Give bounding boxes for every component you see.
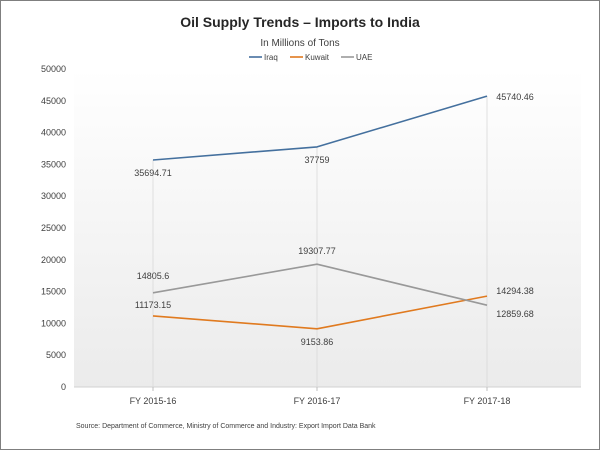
legend-label-iraq: Iraq [264, 53, 278, 62]
x-tick-label: FY 2016-17 [294, 396, 341, 406]
data-label-uae: 12859.68 [496, 309, 534, 319]
data-label-iraq: 35694.71 [134, 168, 172, 178]
x-tick-label: FY 2017-18 [464, 396, 511, 406]
y-tick-label: 5000 [46, 350, 66, 360]
data-label-iraq: 37759 [304, 155, 329, 165]
x-tick-label: FY 2015-16 [130, 396, 177, 406]
y-tick-label: 45000 [41, 96, 66, 106]
x-axis: FY 2015-16 FY 2016-17 FY 2017-18 [74, 96, 581, 406]
legend-label-uae: UAE [356, 53, 372, 62]
data-label-kuwait: 9153.86 [301, 337, 334, 347]
y-tick-label: 30000 [41, 191, 66, 201]
y-tick-label: 0 [61, 382, 66, 392]
y-tick-label: 40000 [41, 128, 66, 138]
chart-subtitle: In Millions of Tons [260, 38, 339, 49]
series-group [152, 95, 488, 330]
y-axis: 0 5000 10000 15000 20000 25000 30000 35000 40000… [41, 64, 66, 392]
data-label-kuwait: 14294.38 [496, 286, 534, 296]
y-tick-label: 50000 [41, 64, 66, 74]
y-tick-label: 10000 [41, 318, 66, 328]
data-label-uae: 14805.6 [137, 271, 170, 281]
plot-area [74, 69, 581, 387]
legend: Iraq Kuwait UAE [249, 53, 372, 62]
y-tick-label: 35000 [41, 159, 66, 169]
series-line-uae [152, 263, 488, 306]
legend-label-kuwait: Kuwait [305, 53, 330, 62]
series-line-iraq [152, 95, 488, 161]
data-label-uae: 19307.77 [298, 246, 336, 256]
data-label-iraq: 45740.46 [496, 92, 534, 102]
y-tick-label: 25000 [41, 223, 66, 233]
data-labels: 35694.71 37759 45740.46 11173.15 9153.86 1429… [134, 92, 534, 347]
series-line-kuwait [152, 295, 488, 330]
y-tick-label: 15000 [41, 287, 66, 297]
chart-title: Oil Supply Trends – Imports to India [180, 14, 420, 30]
data-label-kuwait: 11173.15 [135, 300, 171, 310]
y-tick-label: 20000 [41, 255, 66, 265]
source-note: Source: Department of Commerce, Ministry… [76, 423, 376, 430]
